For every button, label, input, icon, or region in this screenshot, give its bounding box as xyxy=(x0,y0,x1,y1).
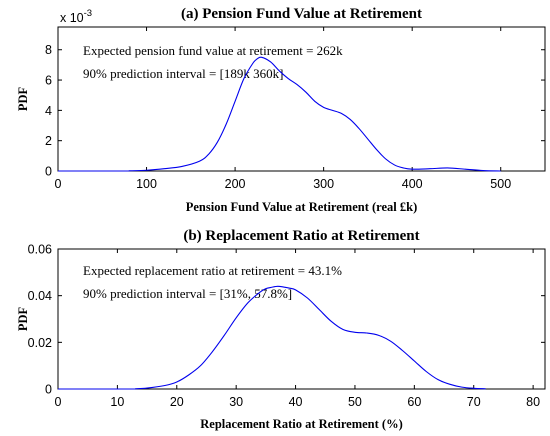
x-tick-label: 30 xyxy=(229,395,243,409)
x-tick-label: 0 xyxy=(55,177,62,191)
x-axis-label: Pension Fund Value at Retirement (real £… xyxy=(186,200,417,214)
y-tick-label: 0 xyxy=(45,383,52,397)
x-tick-label: 70 xyxy=(467,395,481,409)
y-axis-label: PDF xyxy=(16,86,30,111)
y-tick-label: 8 xyxy=(45,43,52,57)
annotation-2: 90% prediction interval = [31%, 57.8%] xyxy=(83,286,292,301)
x-tick-label: 100 xyxy=(136,177,157,191)
panel-a: (a) Pension Fund Value at Retirement 0 100… xyxy=(16,6,546,214)
y-tick-label: 4 xyxy=(45,104,52,118)
plot-frame xyxy=(57,26,546,172)
x-axis-label: Replacement Ratio at Retirement (%) xyxy=(200,417,402,431)
y-tick-label: 0.04 xyxy=(28,289,52,303)
pdf-curve xyxy=(135,285,486,390)
annotation-1: Expected pension fund value at retiremen… xyxy=(83,43,343,58)
y-exponent-label: x 10-3 xyxy=(60,8,92,25)
x-tick-label: 500 xyxy=(490,177,511,191)
plot-frame xyxy=(57,248,546,390)
annotation-2: 90% prediction interval = [189k 360k] xyxy=(83,66,283,81)
annotation-1: Expected replacement ratio at retirement… xyxy=(83,263,342,278)
y-axis-label: PDF xyxy=(16,306,30,331)
x-tick-label: 80 xyxy=(526,395,540,409)
y-tick-label: 0 xyxy=(45,165,52,179)
x-tick-label: 20 xyxy=(170,395,184,409)
x-tick-label: 0 xyxy=(55,395,62,409)
panel-b: (b) Replacement Ratio at Retirement 0 10 20… xyxy=(16,228,546,431)
y-exponent-power: -3 xyxy=(84,8,92,19)
y-tick-label: 0.06 xyxy=(28,243,52,257)
x-tick-label: 60 xyxy=(407,395,421,409)
y-tick-label: 0.02 xyxy=(28,336,52,350)
x-tick-label: 50 xyxy=(348,395,362,409)
chart-title: (a) Pension Fund Value at Retirement xyxy=(181,6,422,22)
x-tick-label: 40 xyxy=(289,395,303,409)
x-tick-label: 10 xyxy=(110,395,124,409)
x-tick-label: 400 xyxy=(402,177,423,191)
x-tick-label: 200 xyxy=(225,177,246,191)
y-tick-label: 6 xyxy=(45,74,52,88)
x-tick-label: 300 xyxy=(313,177,334,191)
chart-title: (b) Replacement Ratio at Retirement xyxy=(183,228,419,244)
pdf-curve xyxy=(128,56,501,172)
y-tick-label: 2 xyxy=(45,134,52,148)
